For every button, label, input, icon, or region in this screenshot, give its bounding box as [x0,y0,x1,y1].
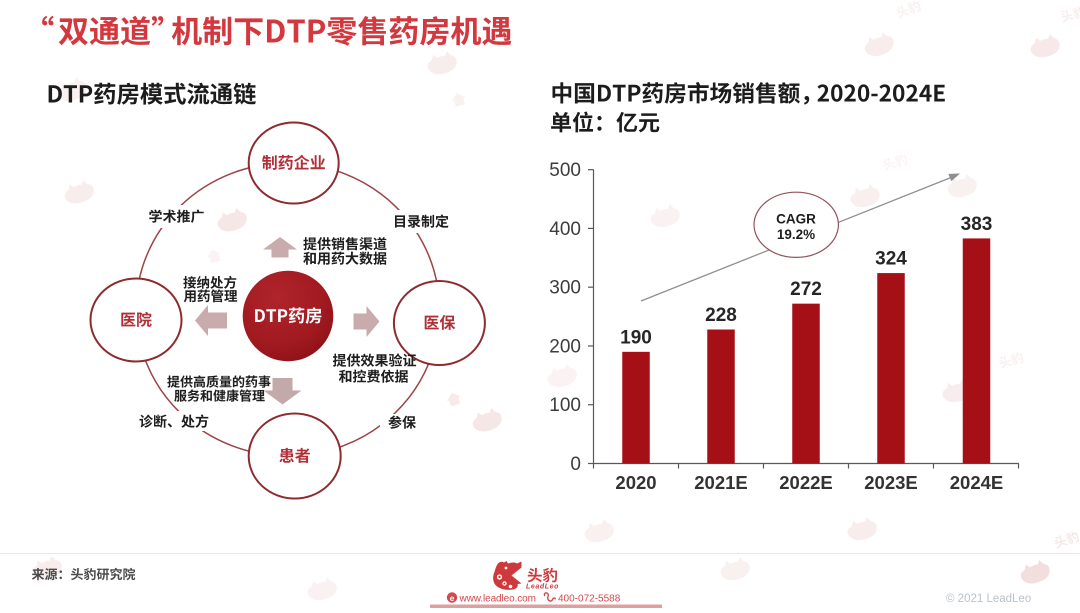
svg-text:324: 324 [875,249,907,270]
svg-text:www.leadleo.com: www.leadleo.com [459,594,536,605]
svg-text:400-072-5588: 400-072-5588 [558,594,621,605]
svg-text:200: 200 [549,336,581,357]
svg-text:e: e [450,593,455,603]
svg-text:19.2%: 19.2% [777,227,815,242]
svg-text:383: 383 [961,214,993,235]
svg-text:190: 190 [620,327,652,348]
svg-text:2024E: 2024E [950,472,1004,493]
svg-text:LeadLeo: LeadLeo [526,584,559,591]
svg-text:2020: 2020 [615,472,656,493]
svg-text:© 2021 LeadLeo: © 2021 LeadLeo [946,593,1031,605]
svg-text:2023E: 2023E [864,472,918,493]
svg-text:500: 500 [549,160,581,181]
svg-text:400: 400 [549,219,581,240]
svg-text:228: 228 [705,305,737,326]
svg-text:100: 100 [549,395,581,416]
svg-text:CAGR: CAGR [776,211,816,226]
svg-text:0: 0 [570,454,581,475]
svg-text:2021E: 2021E [694,472,748,493]
svg-text:272: 272 [790,279,822,300]
svg-text:300: 300 [549,278,581,299]
svg-text:2022E: 2022E [779,472,833,493]
